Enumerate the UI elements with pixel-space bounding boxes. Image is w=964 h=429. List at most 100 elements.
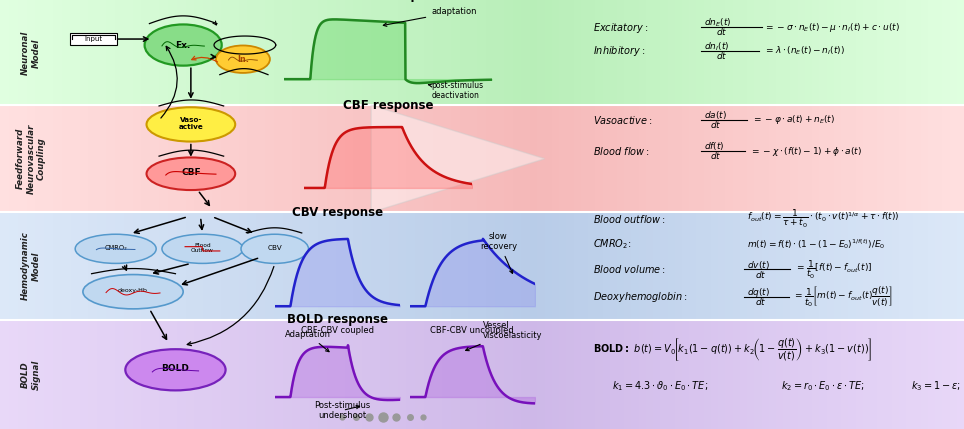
Bar	[639, 0, 646, 105]
Bar	[133, 212, 142, 320]
Bar	[914, 105, 921, 212]
Bar	[863, 320, 870, 429]
Bar	[602, 212, 609, 320]
Ellipse shape	[216, 45, 270, 73]
Text: $dt$: $dt$	[716, 26, 728, 37]
Bar	[503, 320, 513, 429]
Bar	[477, 320, 486, 429]
Text: Vessel
viscoelasticity: Vessel viscoelasticity	[466, 321, 543, 350]
Bar	[812, 0, 819, 105]
Bar	[827, 0, 834, 105]
Bar	[274, 212, 282, 320]
Bar	[683, 105, 689, 212]
Bar	[834, 105, 841, 212]
Bar	[460, 0, 469, 105]
Text: $k_1 = 4.3\cdot\vartheta_0\cdot E_0\cdot TE;$: $k_1 = 4.3\cdot\vartheta_0\cdot E_0\cdot…	[612, 379, 709, 393]
Ellipse shape	[147, 157, 235, 190]
Bar	[841, 105, 848, 212]
Bar	[877, 212, 885, 320]
Bar	[675, 212, 683, 320]
Bar	[282, 0, 291, 105]
Bar	[530, 320, 538, 429]
Ellipse shape	[145, 24, 222, 66]
Bar	[282, 320, 291, 429]
Bar	[354, 320, 362, 429]
Bar	[580, 0, 588, 105]
Bar	[486, 0, 495, 105]
Bar	[877, 0, 885, 105]
Bar	[740, 212, 747, 320]
Bar	[783, 0, 790, 105]
Bar	[551, 0, 559, 105]
Bar	[354, 0, 362, 105]
Bar	[856, 212, 863, 320]
Text: Blood
Outflow: Blood Outflow	[191, 242, 214, 254]
Bar	[667, 320, 675, 429]
Bar	[689, 0, 696, 105]
Text: Adaptation: Adaptation	[285, 330, 332, 352]
Bar	[318, 320, 327, 429]
Bar	[460, 105, 469, 212]
Bar	[769, 320, 776, 429]
Ellipse shape	[125, 349, 226, 390]
Bar	[79, 105, 89, 212]
Bar	[212, 105, 221, 212]
Bar	[123, 212, 133, 320]
Text: $= -\chi \cdot (f(t)-1) + \phi \cdot a(t)$: $= -\chi \cdot (f(t)-1) + \phi \cdot a(t…	[750, 145, 862, 157]
Bar	[301, 105, 309, 212]
Bar	[574, 0, 580, 105]
Bar	[327, 105, 335, 212]
Bar	[203, 212, 212, 320]
Bar	[580, 320, 588, 429]
Bar	[956, 320, 964, 429]
Bar	[935, 212, 942, 320]
Bar	[239, 320, 248, 429]
Ellipse shape	[147, 107, 235, 142]
Bar	[44, 0, 53, 105]
Bar	[639, 212, 646, 320]
Bar	[921, 0, 927, 105]
Bar	[282, 212, 291, 320]
Bar	[617, 105, 625, 212]
Bar	[62, 320, 70, 429]
Bar	[805, 320, 812, 429]
Bar	[769, 0, 776, 105]
Bar	[654, 0, 660, 105]
Bar	[856, 0, 863, 105]
Bar	[221, 212, 229, 320]
Bar	[292, 105, 301, 212]
Bar	[538, 105, 545, 212]
Bar	[675, 320, 683, 429]
Bar	[176, 0, 185, 105]
Bar	[726, 212, 733, 320]
Text: $dt$: $dt$	[716, 50, 728, 61]
Bar	[667, 212, 675, 320]
Bar	[943, 212, 950, 320]
Bar	[70, 105, 79, 212]
Bar	[150, 212, 159, 320]
Bar	[899, 212, 906, 320]
Bar	[256, 212, 265, 320]
Bar	[899, 320, 906, 429]
Bar	[559, 212, 567, 320]
Text: Feedforward
Neurovascular
Coupling: Feedforward Neurovascular Coupling	[16, 124, 45, 194]
Ellipse shape	[75, 234, 156, 263]
Bar	[354, 105, 362, 212]
Bar	[921, 320, 927, 429]
Bar	[168, 0, 176, 105]
Bar	[726, 0, 733, 105]
Bar	[176, 105, 185, 212]
Bar	[398, 320, 407, 429]
Text: $f_{out}(t) = \dfrac{1}{\tau+t_0}\cdot(t_0\cdot v(t)^{1/\alpha}+\tau\cdot f(t))$: $f_{out}(t) = \dfrac{1}{\tau+t_0}\cdot(t…	[747, 208, 899, 230]
Bar	[625, 0, 631, 105]
Bar	[0, 105, 9, 212]
Bar	[646, 212, 653, 320]
Bar	[899, 0, 906, 105]
Bar	[106, 212, 115, 320]
Bar	[522, 105, 530, 212]
Bar	[596, 320, 602, 429]
Bar	[495, 105, 504, 212]
Bar	[442, 105, 451, 212]
Bar	[602, 320, 609, 429]
Bar	[588, 105, 595, 212]
